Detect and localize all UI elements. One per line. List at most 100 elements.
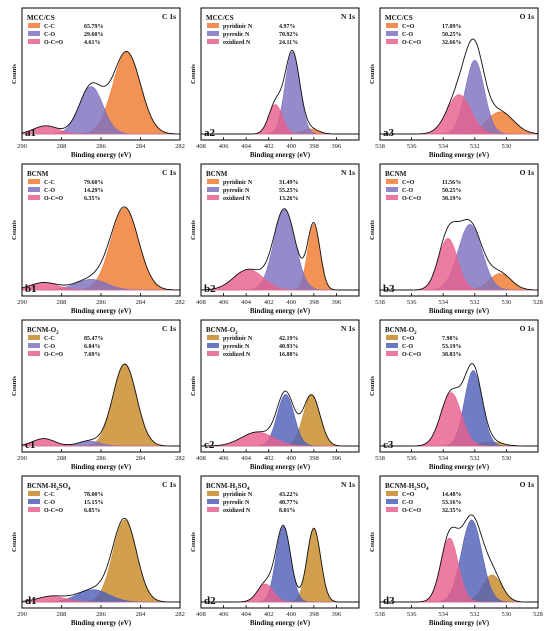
legend-percent: 32.66% <box>442 40 462 46</box>
x-tick-label: 538 <box>375 299 385 306</box>
x-tick-label: 286 <box>96 143 107 150</box>
envelope-line <box>380 38 539 135</box>
plot-frame <box>200 163 360 297</box>
panel-letter: d2 <box>204 595 216 607</box>
legend-name: O-C=O <box>402 352 421 358</box>
x-tick-label: 286 <box>96 455 107 462</box>
x-axis-label: Binding energy (eV) <box>429 307 490 315</box>
legend-percent: 6.85% <box>84 508 101 514</box>
legend-name: C-O <box>44 188 55 194</box>
x-tick-label: 402 <box>264 299 274 306</box>
x-tick-label: 398 <box>309 611 319 618</box>
peak-o-c-o <box>380 537 538 603</box>
x-tick-label: 536 <box>407 143 418 150</box>
envelope-line <box>380 514 538 603</box>
panel-letter: a3 <box>383 127 395 139</box>
x-tick-label: 290 <box>17 611 27 618</box>
x-tick-label: 532 <box>470 455 480 462</box>
legend-percent: 7.69% <box>84 352 101 358</box>
y-axis-label: Counts <box>190 220 197 240</box>
legend-percent: 53.19% <box>442 344 462 350</box>
peak-o-c-o <box>380 392 538 447</box>
legend-percent: 15.15% <box>84 500 104 506</box>
legend-swatch <box>207 187 219 192</box>
x-tick-label: 532 <box>470 611 480 618</box>
plot-frame <box>200 319 360 453</box>
legend-name: O-C=O <box>44 196 63 202</box>
legend-swatch <box>386 179 398 184</box>
title-subscript: 2 <box>414 331 417 336</box>
x-tick-label: 288 <box>57 143 67 150</box>
legend-name: C-C <box>44 24 55 30</box>
legend-percent: 40.93% <box>279 344 299 350</box>
x-axis-label: Binding energy (eV) <box>71 619 132 627</box>
legend-swatch <box>386 187 398 192</box>
core-level-label: O 1s <box>520 324 534 333</box>
panel-letter: b1 <box>25 283 37 295</box>
x-tick-label: 400 <box>286 299 296 306</box>
legend-name: C-O <box>402 344 413 350</box>
x-tick-label: 408 <box>196 299 206 306</box>
panel-title: BCNM-H2SO4 <box>385 482 429 492</box>
y-axis-label: Counts <box>190 376 197 396</box>
legend-percent: 48.77% <box>279 500 299 506</box>
legend-percent: 14.48% <box>442 492 462 498</box>
x-axis-label: Binding energy (eV) <box>250 307 311 315</box>
panel-a1: 290 288 286 284 282 Binding energy (eV) Counts… <box>11 7 185 159</box>
panel-title: BCNM-O2 <box>385 326 417 336</box>
legend-percent: 53.16% <box>442 500 462 506</box>
x-tick-label: 402 <box>264 143 274 150</box>
x-tick-label: 406 <box>219 611 230 618</box>
legend-name: C-O <box>44 344 55 350</box>
x-tick-label: 536 <box>407 611 418 618</box>
envelope-line <box>21 517 180 603</box>
envelope-line <box>21 206 180 291</box>
x-tick-label: 398 <box>309 143 319 150</box>
x-tick-label: 284 <box>136 143 147 150</box>
panel-d3: 538 536 534 532 530 528 Binding energy (eV) Cou… <box>369 475 543 627</box>
peak-c-c <box>22 519 180 603</box>
panel-b3: 538 536 534 532 530 528 Binding energy (eV) Cou… <box>369 163 543 315</box>
x-tick-label: 396 <box>332 299 343 306</box>
legend-swatch <box>386 491 398 496</box>
panel-title: MCC/CS <box>385 14 413 22</box>
legend-name: pyridinic N <box>223 336 253 342</box>
peak-oxidized-n <box>201 104 359 135</box>
x-axis-label: Binding energy (eV) <box>429 463 490 471</box>
legend-swatch <box>207 179 219 184</box>
core-level-label: C 1s <box>162 168 176 177</box>
title-subscript: 2 <box>56 487 59 492</box>
x-tick-label: 534 <box>438 455 449 462</box>
legend-name: C-O <box>402 32 413 38</box>
legend-percent: 8.01% <box>279 508 296 514</box>
panel-letter: d3 <box>383 595 395 607</box>
legend-swatch <box>207 507 219 512</box>
legend-swatch <box>207 499 219 504</box>
panel-c1: 290 288 286 284 282 Binding energy (eV) Counts… <box>11 319 185 471</box>
x-tick-label: 538 <box>375 611 385 618</box>
legend-swatch <box>28 335 40 340</box>
legend-name: C=O <box>402 336 415 342</box>
envelope-line <box>380 363 538 447</box>
core-level-label: O 1s <box>520 168 534 177</box>
y-axis-label: Counts <box>11 532 18 552</box>
panel-title: BCNM <box>27 170 49 178</box>
x-tick-label: 400 <box>286 143 296 150</box>
legend-percent: 43.22% <box>279 492 299 498</box>
x-tick-label: 406 <box>219 299 230 306</box>
panel-title: BCNM <box>385 170 407 178</box>
legend-percent: 55.25% <box>279 188 299 194</box>
x-tick-label: 282 <box>175 611 185 618</box>
panel-title: MCC/CS <box>27 14 55 22</box>
legend-name: oxidized N <box>223 352 251 358</box>
legend-name: pyrrolic N <box>223 32 250 38</box>
legend-swatch <box>386 351 398 356</box>
core-level-label: C 1s <box>162 480 176 489</box>
core-level-label: N 1s <box>341 480 355 489</box>
x-tick-label: 404 <box>241 455 252 462</box>
panel-b1: 290 288 286 284 282 Binding energy (eV) Counts… <box>11 163 185 315</box>
legend-swatch <box>386 39 398 44</box>
title-subscript: 4 <box>426 487 429 492</box>
title-subscript: 4 <box>247 487 250 492</box>
legend-name: C-C <box>44 336 55 342</box>
